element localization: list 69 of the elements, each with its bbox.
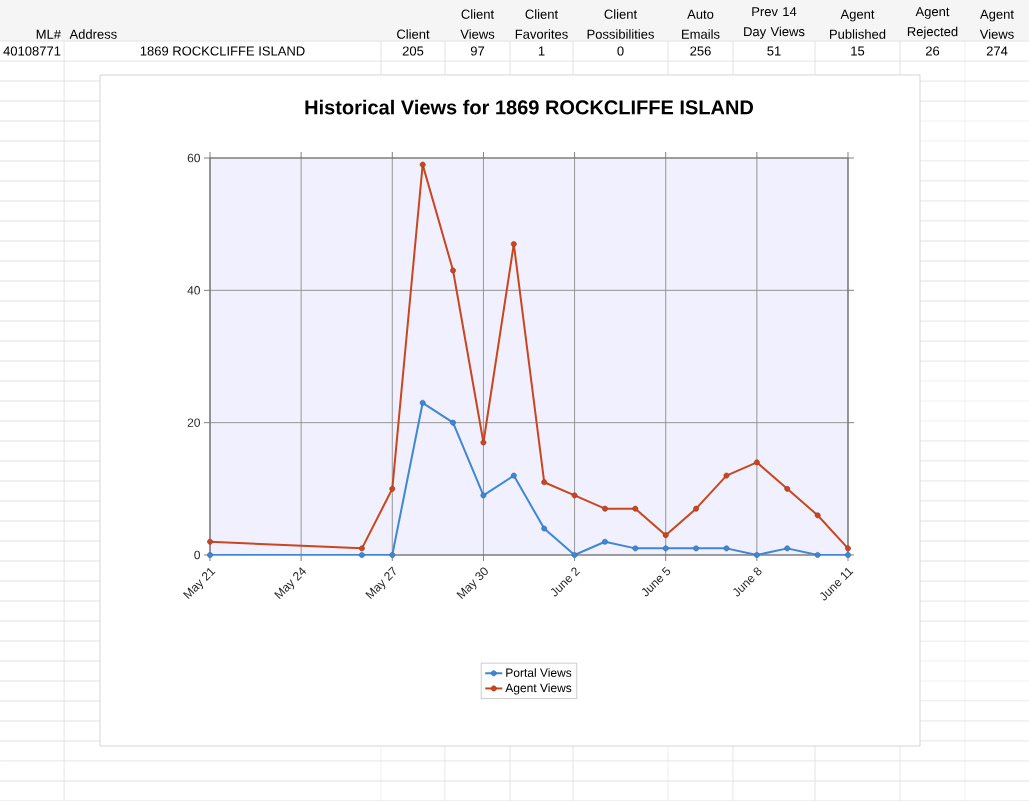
text: ML# [36, 29, 61, 39]
point [541, 525, 548, 532]
point [753, 552, 760, 558]
text: 0 [617, 46, 624, 56]
point [845, 552, 851, 558]
text: Address [69, 29, 117, 39]
point [662, 545, 669, 552]
point [419, 161, 426, 168]
point [602, 505, 608, 512]
point [632, 505, 639, 512]
text: Auto Emails [682, 9, 720, 39]
text: 205 [402, 46, 424, 56]
point [389, 552, 396, 558]
point [753, 459, 760, 466]
point [662, 532, 669, 539]
point [207, 538, 213, 545]
text: 1 [538, 46, 545, 56]
text: Client Views [460, 9, 495, 39]
y-tick-label: 40 [187, 286, 201, 295]
text: 97 [470, 46, 485, 56]
point [510, 472, 517, 479]
point [450, 419, 456, 426]
point [814, 552, 821, 558]
point [389, 485, 396, 492]
y-tick-label: 20 [187, 418, 201, 427]
point [845, 545, 851, 552]
text: Agent Views [979, 9, 1014, 39]
point [693, 545, 699, 552]
point [571, 492, 578, 499]
point [207, 552, 213, 558]
text: Agent Rejected [907, 7, 958, 39]
x-tick-label: May 24 [274, 567, 306, 600]
text: 40108771 [3, 46, 61, 56]
legend-label: Agent Views [505, 683, 572, 695]
chart-title: Historical Views for 1869 ROCKCLIFFE ISLAND [305, 99, 753, 115]
legend-label: Portal Views [506, 668, 572, 677]
text: Client Favorites [515, 9, 568, 39]
point [359, 545, 365, 552]
point [723, 472, 730, 479]
point [602, 538, 608, 545]
point [571, 552, 578, 558]
text: Client [397, 29, 430, 39]
text: 274 [986, 46, 1008, 56]
text: Agent Published [830, 9, 886, 39]
point [450, 267, 456, 274]
point [693, 505, 699, 512]
text: 1869 ROCKCLIFFE ISLAND [140, 46, 305, 56]
point [784, 545, 791, 552]
text: Prev 14 Day Views [744, 7, 805, 39]
point [419, 399, 426, 406]
x-tick-label: May 21 [182, 567, 216, 600]
x-tick-label: May 30 [456, 567, 488, 600]
text: 256 [690, 46, 711, 56]
y-tick-label: 0 [194, 550, 201, 560]
point [480, 492, 487, 499]
text: Client Possibilities [587, 9, 654, 39]
point [632, 545, 639, 552]
x-tick-label: May 27 [365, 566, 396, 600]
point [510, 241, 517, 247]
text: 15 [851, 46, 865, 56]
point [480, 439, 487, 446]
point [814, 512, 821, 519]
point [359, 552, 365, 558]
text: 26 [925, 46, 940, 56]
point [784, 485, 791, 492]
point [723, 545, 730, 552]
point [541, 479, 548, 486]
text: 51 [767, 46, 781, 56]
y-tick-label: 60 [187, 153, 201, 163]
